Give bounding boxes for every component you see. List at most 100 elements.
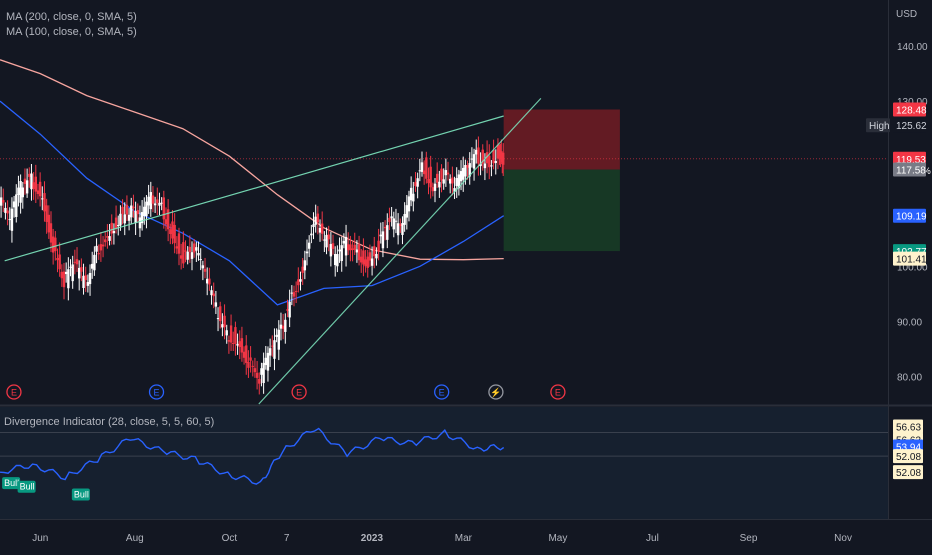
candle-body — [292, 292, 296, 297]
candle-body — [15, 194, 18, 217]
candle-body — [212, 293, 215, 297]
candle-body — [127, 214, 131, 221]
candle-body — [459, 171, 463, 182]
candle-body — [316, 213, 320, 223]
candle-body — [69, 266, 72, 268]
candle-body — [88, 272, 92, 285]
candle-body — [121, 206, 124, 215]
candle-body — [444, 170, 448, 176]
candle-body — [99, 244, 103, 251]
candle-body — [177, 233, 181, 254]
stop-loss-zone — [503, 109, 620, 170]
candle-body — [281, 325, 285, 329]
candle-body — [422, 170, 426, 175]
candle-body — [223, 315, 226, 328]
candle-body — [225, 330, 228, 336]
candle-body — [188, 246, 192, 252]
candle-body — [147, 196, 150, 206]
candle-body — [360, 256, 363, 263]
candle-body — [275, 334, 278, 337]
split-event-glyph: ⚡ — [490, 387, 501, 399]
candle-body — [6, 210, 9, 214]
candle-body — [448, 178, 452, 184]
candle-body — [169, 229, 172, 234]
candle-body — [58, 254, 61, 270]
dividend-event-glyph: E — [439, 388, 445, 398]
candle-body — [396, 223, 400, 236]
candle-body — [294, 290, 298, 292]
price-tick-label: 100.00 — [897, 262, 928, 273]
candle-body — [429, 166, 432, 188]
oscillator-badge — [893, 465, 923, 480]
candle-body — [307, 242, 311, 249]
candle-body — [151, 195, 155, 204]
candle-body — [457, 174, 461, 189]
dividend-event-glyph: E — [154, 388, 160, 398]
candle-body — [284, 319, 287, 332]
candle-body — [375, 253, 378, 259]
bull-signal — [2, 477, 21, 490]
candle-body — [351, 248, 354, 251]
candle-body — [271, 345, 274, 347]
candle-body — [30, 173, 33, 190]
candle-body — [288, 301, 291, 318]
time-tick-label: Aug — [126, 533, 144, 544]
candle-body — [232, 343, 235, 345]
price-badge — [893, 118, 926, 133]
candle-body — [438, 181, 441, 188]
time-tick-label: Mar — [455, 533, 473, 544]
dividend-event-icon — [434, 384, 450, 400]
candle-body — [117, 225, 120, 227]
candle-body — [481, 149, 484, 164]
oscillator-legend[interactable]: Divergence Indicator (28, close, 5, 5, 6… — [4, 416, 215, 428]
candle-body — [201, 265, 205, 269]
candle-body — [247, 361, 250, 368]
candle-body — [490, 165, 493, 167]
bull-signal — [17, 480, 36, 493]
candle-body — [166, 209, 170, 230]
candle-body — [136, 210, 139, 215]
candle-body — [425, 157, 428, 179]
candle-body — [242, 351, 246, 358]
candle-body — [399, 224, 402, 226]
ma100-legend[interactable]: MA (100, close, 0, SMA, 5) — [6, 26, 137, 38]
candle-body — [388, 217, 391, 223]
ma200-legend[interactable]: MA (200, close, 0, SMA, 5) — [6, 11, 137, 23]
candle-body — [140, 212, 144, 224]
candle-body — [173, 224, 176, 244]
candle-body — [91, 263, 94, 269]
candle-body — [123, 214, 126, 224]
candle-body — [10, 208, 14, 231]
bull-signal-label: Bull — [20, 482, 35, 492]
candle-body — [477, 147, 480, 164]
candle-body — [314, 216, 317, 225]
candle-body — [451, 177, 454, 184]
candle-body — [28, 173, 31, 177]
candle-body — [60, 271, 64, 279]
candle-body — [64, 271, 68, 275]
candle-body — [130, 205, 133, 218]
bull-signal-label: Bull — [74, 490, 89, 500]
candle-body — [251, 365, 254, 367]
candle-body — [386, 225, 389, 240]
candle-body — [305, 251, 309, 254]
candle-body — [273, 340, 276, 359]
candle-body — [383, 226, 387, 229]
price-badge-label: 109.19 — [896, 212, 927, 223]
candle-body — [418, 170, 422, 172]
candle-body — [210, 290, 213, 296]
candle-body — [19, 181, 22, 203]
oscillator-badge-label: 52.08 — [896, 468, 921, 479]
candle-body — [500, 151, 503, 160]
candle-body — [158, 202, 161, 206]
candle-body — [104, 239, 107, 243]
candle-body — [264, 357, 267, 366]
price-badge-label: 125.62 — [896, 121, 927, 132]
candle-body — [342, 240, 346, 244]
candle-body — [379, 234, 382, 237]
candle-body — [97, 253, 100, 255]
candle-body — [197, 252, 200, 256]
candle-body — [143, 206, 146, 217]
